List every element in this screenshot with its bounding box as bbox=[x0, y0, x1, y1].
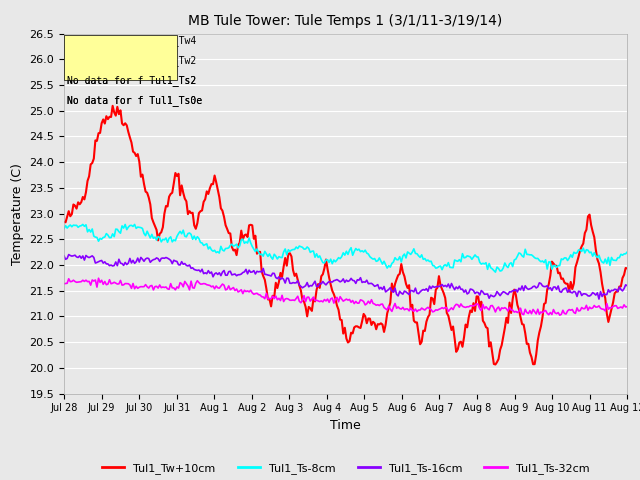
Tul1_Ts-16cm bbox=[623, 283, 631, 288]
Tul1_Ts-32cm bbox=[131, 286, 138, 291]
Text: No data for f Tul1_Ts0e: No data for f Tul1_Ts0e bbox=[67, 95, 202, 106]
Tul1_Ts-8cm bbox=[230, 243, 237, 249]
Tul1_Tw+10cm bbox=[60, 219, 68, 225]
Tul1_Tw+10cm bbox=[308, 308, 316, 314]
Line: Tul1_Ts-32cm: Tul1_Ts-32cm bbox=[64, 278, 627, 315]
Title: MB Tule Tower: Tule Temps 1 (3/1/11-3/19/14): MB Tule Tower: Tule Temps 1 (3/1/11-3/19… bbox=[188, 14, 503, 28]
Tul1_Ts-32cm bbox=[60, 281, 68, 287]
Tul1_Tw+10cm bbox=[248, 222, 256, 228]
Tul1_Ts-16cm bbox=[248, 269, 256, 275]
Line: Tul1_Ts-8cm: Tul1_Ts-8cm bbox=[64, 225, 627, 272]
Tul1_Tw+10cm bbox=[230, 248, 237, 253]
Tul1_Tw+10cm bbox=[109, 103, 116, 108]
Tul1_Tw+10cm bbox=[131, 150, 138, 156]
Text: No data for f Tul1_Tw2: No data for f Tul1_Tw2 bbox=[67, 55, 196, 66]
Tul1_Ts-32cm bbox=[95, 276, 102, 281]
Tul1_Tw+10cm bbox=[258, 268, 266, 274]
Tul1_Ts-16cm bbox=[131, 261, 138, 266]
Tul1_Ts-8cm bbox=[623, 249, 631, 255]
Tul1_Ts-8cm bbox=[258, 252, 266, 257]
Tul1_Ts-8cm bbox=[79, 222, 86, 228]
Tul1_Ts-8cm bbox=[60, 226, 68, 231]
Line: Tul1_Tw+10cm: Tul1_Tw+10cm bbox=[64, 106, 627, 364]
Line: Tul1_Ts-16cm: Tul1_Ts-16cm bbox=[64, 254, 627, 299]
Tul1_Ts-8cm bbox=[308, 248, 316, 254]
Tul1_Ts-16cm bbox=[65, 252, 72, 257]
Tul1_Ts-8cm bbox=[131, 222, 138, 228]
Tul1_Ts-32cm bbox=[623, 304, 631, 310]
X-axis label: Time: Time bbox=[330, 419, 361, 432]
Tul1_Ts-8cm bbox=[492, 269, 499, 275]
Tul1_Ts-32cm bbox=[556, 312, 564, 318]
Tul1_Ts-32cm bbox=[308, 296, 316, 302]
Text: No data for f Tul1_Ts2: No data for f Tul1_Ts2 bbox=[67, 75, 196, 86]
Legend: Tul1_Tw+10cm, Tul1_Ts-8cm, Tul1_Ts-16cm, Tul1_Ts-32cm: Tul1_Tw+10cm, Tul1_Ts-8cm, Tul1_Ts-16cm,… bbox=[97, 458, 594, 478]
Tul1_Ts-32cm bbox=[230, 285, 237, 290]
FancyBboxPatch shape bbox=[64, 36, 177, 80]
Tul1_Ts-32cm bbox=[258, 294, 266, 300]
Tul1_Ts-16cm bbox=[230, 272, 237, 277]
Text: No data for f Tul1_Ts0e: No data for f Tul1_Ts0e bbox=[67, 95, 202, 106]
Tul1_Tw+10cm bbox=[623, 265, 631, 271]
Tul1_Ts-32cm bbox=[248, 290, 256, 296]
Tul1_Ts-16cm bbox=[595, 296, 603, 302]
Text: No data for f Tul1_Ts2: No data for f Tul1_Ts2 bbox=[67, 75, 196, 86]
Tul1_Ts-16cm bbox=[593, 290, 601, 296]
Tul1_Tw+10cm bbox=[595, 261, 603, 266]
Tul1_Tw+10cm bbox=[492, 361, 499, 367]
Y-axis label: Temperature (C): Temperature (C) bbox=[11, 163, 24, 264]
Text: No data for f Tul1_Tw4: No data for f Tul1_Tw4 bbox=[67, 36, 196, 46]
Tul1_Ts-16cm bbox=[60, 253, 68, 259]
Tul1_Ts-8cm bbox=[595, 252, 603, 258]
Tul1_Ts-16cm bbox=[308, 283, 316, 289]
Tul1_Ts-16cm bbox=[258, 269, 266, 275]
Tul1_Ts-32cm bbox=[595, 303, 603, 309]
Tul1_Ts-8cm bbox=[248, 244, 256, 250]
